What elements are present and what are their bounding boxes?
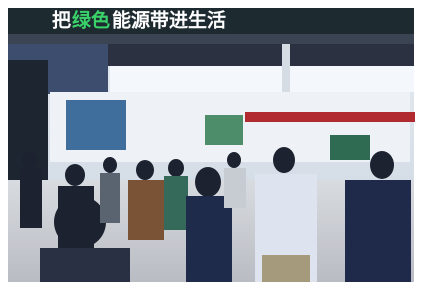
banner-text: 把 绿色 能源带进生活 (52, 9, 226, 32)
photo: 把 绿色 能源带进生活 (0, 0, 422, 290)
banner-text-highlight: 绿色 (72, 9, 110, 32)
banner-text-part: 能源带进生活 (112, 9, 226, 32)
scene (8, 8, 415, 282)
banner-text-part: 把 (52, 10, 71, 32)
page: 把 绿色 能源带进生活 (() => { const data = JSON.p… (0, 0, 422, 290)
